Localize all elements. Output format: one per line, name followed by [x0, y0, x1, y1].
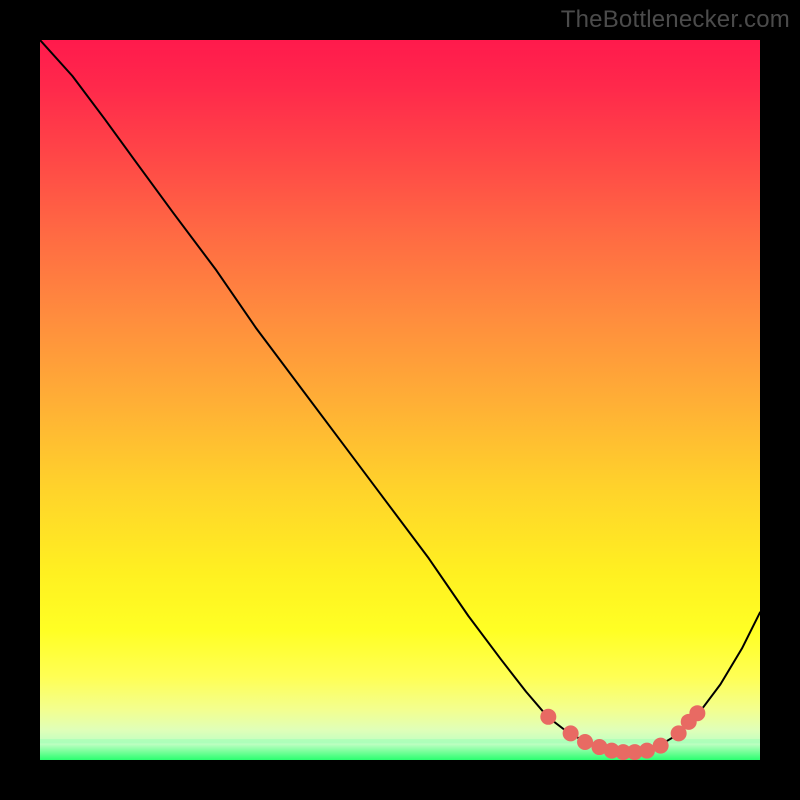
gradient-background [40, 40, 760, 760]
plot-area [40, 40, 760, 760]
chart-frame: TheBottlenecker.com [0, 0, 800, 800]
watermark-text: TheBottlenecker.com [561, 6, 790, 34]
